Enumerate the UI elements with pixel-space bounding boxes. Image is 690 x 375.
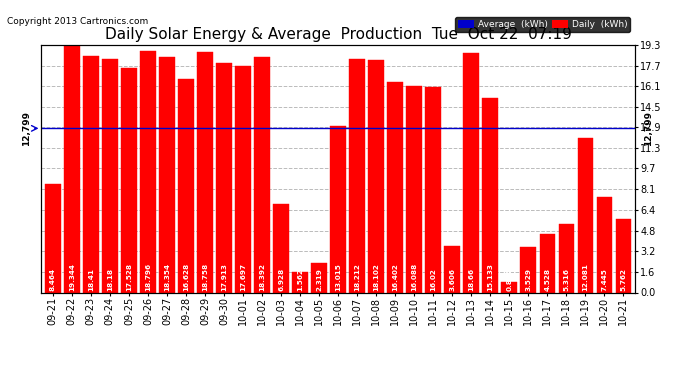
Text: 15.133: 15.133 bbox=[487, 263, 493, 291]
Bar bbox=[426, 87, 441, 292]
Bar bbox=[578, 138, 593, 292]
Text: 18.18: 18.18 bbox=[107, 268, 113, 291]
Text: 5.762: 5.762 bbox=[620, 268, 627, 291]
Text: 5.316: 5.316 bbox=[563, 268, 569, 291]
Text: 12,799: 12,799 bbox=[644, 111, 653, 146]
Text: 18.796: 18.796 bbox=[145, 263, 151, 291]
Text: 16.088: 16.088 bbox=[411, 263, 417, 291]
Text: 6.928: 6.928 bbox=[278, 268, 284, 291]
Text: 1.562: 1.562 bbox=[297, 268, 303, 291]
Bar bbox=[235, 66, 250, 292]
Bar bbox=[311, 263, 327, 292]
Legend: Average  (kWh), Daily  (kWh): Average (kWh), Daily (kWh) bbox=[455, 17, 630, 32]
Bar bbox=[349, 59, 365, 292]
Text: 7.445: 7.445 bbox=[602, 268, 607, 291]
Bar bbox=[520, 247, 536, 292]
Bar bbox=[140, 51, 156, 292]
Bar bbox=[406, 86, 422, 292]
Text: 12,799: 12,799 bbox=[21, 111, 30, 146]
Text: 18.66: 18.66 bbox=[469, 268, 474, 291]
Text: 0.846: 0.846 bbox=[506, 268, 512, 291]
Bar bbox=[558, 224, 574, 292]
Text: 3.529: 3.529 bbox=[525, 268, 531, 291]
Text: 18.212: 18.212 bbox=[354, 263, 360, 291]
Bar bbox=[178, 79, 194, 292]
Text: 18.41: 18.41 bbox=[88, 268, 94, 291]
Bar bbox=[83, 56, 99, 292]
Text: 18.102: 18.102 bbox=[373, 263, 379, 291]
Bar bbox=[482, 98, 498, 292]
Text: 18.354: 18.354 bbox=[164, 263, 170, 291]
Text: 2.319: 2.319 bbox=[316, 268, 322, 291]
Bar bbox=[121, 68, 137, 292]
Bar bbox=[64, 44, 79, 292]
Text: 18.392: 18.392 bbox=[259, 263, 265, 291]
Bar bbox=[540, 234, 555, 292]
Text: 13.015: 13.015 bbox=[335, 263, 341, 291]
Text: 18.758: 18.758 bbox=[202, 263, 208, 291]
Text: 16.02: 16.02 bbox=[430, 268, 436, 291]
Text: 17.697: 17.697 bbox=[240, 263, 246, 291]
Text: 16.628: 16.628 bbox=[183, 263, 189, 291]
Title: Daily Solar Energy & Average  Production  Tue  Oct 22  07:19: Daily Solar Energy & Average Production … bbox=[105, 27, 571, 42]
Text: 12.081: 12.081 bbox=[582, 263, 589, 291]
Bar bbox=[331, 126, 346, 292]
Bar bbox=[615, 219, 631, 292]
Text: 16.402: 16.402 bbox=[392, 263, 398, 291]
Bar bbox=[102, 59, 118, 292]
Bar bbox=[293, 273, 308, 292]
Bar bbox=[444, 246, 460, 292]
Bar bbox=[45, 184, 61, 292]
Bar bbox=[159, 57, 175, 292]
Bar bbox=[216, 63, 232, 292]
Text: 19.344: 19.344 bbox=[69, 263, 75, 291]
Bar bbox=[273, 204, 289, 292]
Bar bbox=[464, 53, 479, 292]
Bar bbox=[197, 52, 213, 292]
Bar bbox=[597, 197, 612, 292]
Bar bbox=[387, 82, 403, 292]
Text: 17.528: 17.528 bbox=[126, 263, 132, 291]
Bar bbox=[502, 282, 517, 292]
Text: 17.913: 17.913 bbox=[221, 263, 227, 291]
Bar bbox=[254, 57, 270, 292]
Text: Copyright 2013 Cartronics.com: Copyright 2013 Cartronics.com bbox=[7, 17, 148, 26]
Text: 3.606: 3.606 bbox=[449, 268, 455, 291]
Bar bbox=[368, 60, 384, 292]
Text: 4.528: 4.528 bbox=[544, 268, 551, 291]
Text: 8.464: 8.464 bbox=[50, 268, 56, 291]
